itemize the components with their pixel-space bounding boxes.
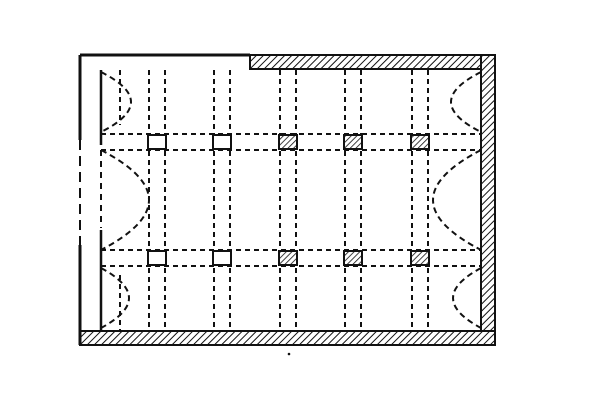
- hatched-column-square: [343, 250, 363, 266]
- vault-arch-right: [452, 267, 482, 329]
- hatched-column-square: [343, 134, 363, 150]
- open-column-square: [147, 250, 167, 266]
- hatched-column-square: [410, 250, 430, 266]
- hatched-column-square: [410, 134, 430, 150]
- vault-arch-left: [100, 267, 130, 329]
- columns: [147, 134, 430, 266]
- right-wall-hatched: [480, 54, 496, 346]
- hatched-column-square: [278, 134, 298, 150]
- open-column-square: [212, 134, 232, 150]
- bottom-wall-hatched: [79, 330, 496, 346]
- open-column-square: [147, 134, 167, 150]
- top-wall-hatched: [249, 54, 496, 70]
- stray-dot: [287, 352, 291, 356]
- vault-arch-left: [100, 149, 150, 251]
- vault-arch-right: [450, 71, 482, 133]
- vault-arches: [100, 71, 482, 329]
- open-column-square: [212, 250, 232, 266]
- walls: [78, 53, 496, 346]
- vault-arch-left: [100, 71, 132, 133]
- hatched-column-square: [278, 250, 298, 266]
- vault-arch-right: [432, 149, 482, 251]
- beam-grid: [101, 70, 481, 330]
